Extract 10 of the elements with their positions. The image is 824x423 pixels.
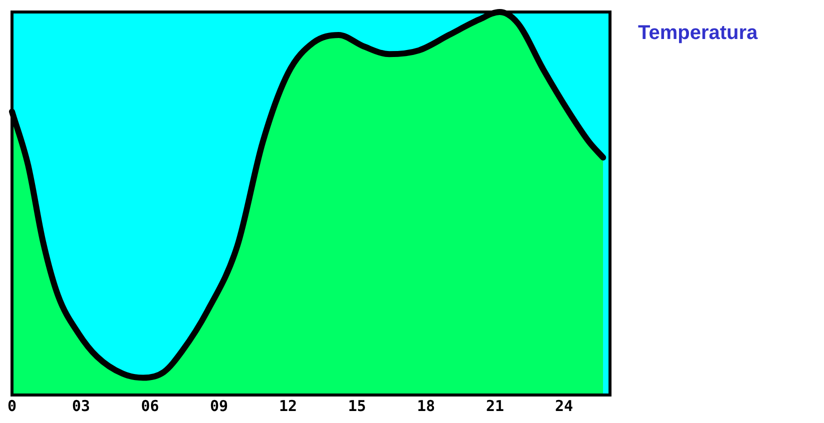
x-tick-label: 03: [72, 396, 90, 415]
x-tick-label: 21: [486, 396, 504, 415]
x-tick-label: 0: [7, 396, 17, 415]
x-tick-label: 18: [416, 396, 436, 415]
x-tick-label: 06: [140, 396, 160, 415]
x-tick-label: 15: [348, 396, 366, 415]
x-tick-label: 24: [554, 396, 574, 415]
x-tick-label: 12: [278, 396, 298, 415]
x-tick-label: 09: [210, 396, 228, 415]
text: Temperatura: [638, 22, 758, 45]
